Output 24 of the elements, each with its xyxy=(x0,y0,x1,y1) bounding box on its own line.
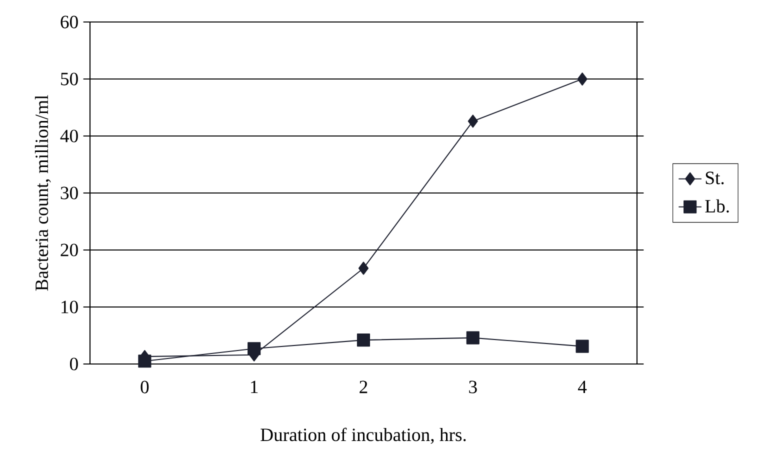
point xyxy=(248,342,261,356)
y-tick-label: 40 xyxy=(60,130,78,142)
y-tick-label: 50 xyxy=(61,72,78,86)
point xyxy=(138,354,152,368)
x-axis-title: Duration of incubation, hrs. xyxy=(260,428,466,444)
point xyxy=(356,334,370,347)
y-axis-title: Bacteria count, million/ml xyxy=(34,95,51,291)
y-tick-label: 30 xyxy=(60,186,78,200)
x-tick-label: 4 xyxy=(578,380,587,393)
point xyxy=(577,72,588,86)
point xyxy=(468,114,478,128)
y-tick-label: 60 xyxy=(60,16,78,28)
y-tick-label: 0 xyxy=(70,358,78,370)
point xyxy=(466,331,480,344)
legend-label: Lb. xyxy=(705,199,729,213)
point xyxy=(576,340,589,353)
y-tick-label: 20 xyxy=(60,244,78,256)
legend-label: St. xyxy=(706,172,724,184)
x-tick-label: 3 xyxy=(469,380,477,394)
x-tick-label: 1 xyxy=(251,380,258,394)
y-tick-label: 10 xyxy=(62,300,78,314)
point xyxy=(358,262,369,275)
x-tick-label: 2 xyxy=(360,380,368,394)
x-tick-label: 0 xyxy=(140,380,149,394)
